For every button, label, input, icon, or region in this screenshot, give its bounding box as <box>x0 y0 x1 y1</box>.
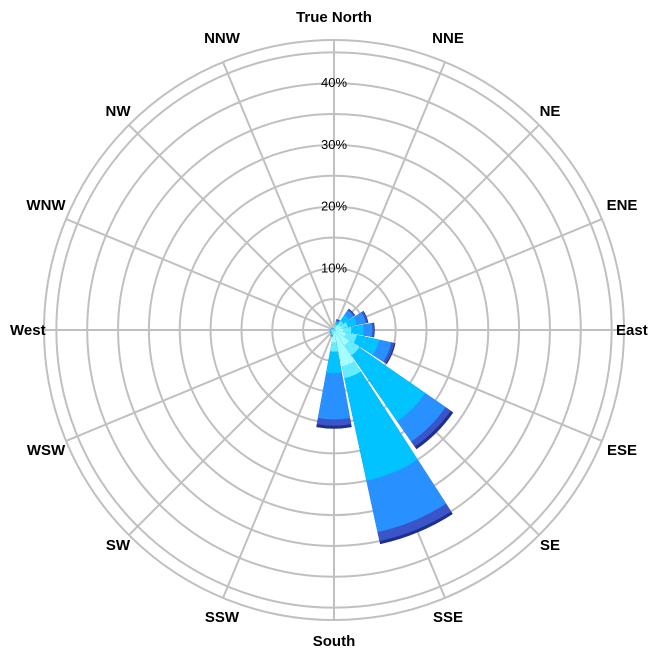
direction-label-sse: SSE <box>433 609 463 626</box>
bar-segment <box>331 330 337 343</box>
direction-label-se: SE <box>540 537 560 554</box>
direction-label-sw: SW <box>106 537 131 554</box>
bar-segment <box>334 330 426 422</box>
grid-spoke <box>333 61 446 331</box>
bar-segment <box>317 330 351 420</box>
grid-spoke <box>333 218 603 331</box>
grid-spoke <box>128 124 335 331</box>
direction-label-nw: NW <box>106 103 132 120</box>
radial-tick-label: 40% <box>321 75 347 90</box>
direction-label-nne: NNE <box>432 30 464 47</box>
bar-segment <box>332 330 334 332</box>
bar-segment <box>334 330 355 367</box>
bar-segment <box>334 324 340 330</box>
direction-label-west: West <box>10 322 46 339</box>
radial-tick-label: 10% <box>321 260 347 275</box>
grid-spoke <box>65 329 335 442</box>
grid-spoke <box>65 218 335 331</box>
grid-spoke <box>222 329 335 599</box>
radial-tick-label: 30% <box>321 137 347 152</box>
bar-segment <box>334 326 336 330</box>
bar-segment <box>334 330 350 346</box>
direction-label-ne: NE <box>540 103 561 120</box>
bar-segment <box>334 330 347 337</box>
direction-label-ese: ESE <box>607 442 637 459</box>
bar-segment <box>332 328 334 330</box>
bar-segment <box>333 328 334 330</box>
wind-bars <box>316 308 454 545</box>
radial-tick-labels: 10% 20% 30% 40% <box>321 75 347 275</box>
bar-segment <box>331 330 334 333</box>
grid-spoke <box>333 124 540 331</box>
grid-spoke <box>128 329 335 536</box>
direction-label-nnw: NNW <box>204 30 241 47</box>
direction-label-wsw: WSW <box>27 442 66 459</box>
polar-grid <box>43 39 625 621</box>
bar-segment <box>334 325 342 330</box>
direction-label-ene: ENE <box>607 197 638 214</box>
direction-label-true-north: True North <box>296 9 372 26</box>
bar-segment <box>334 328 344 332</box>
direction-labels: True North NNE NE ENE East ESE SE SSE South SSW SW… <box>10 9 648 650</box>
direction-label-wnw: WNW <box>26 197 66 214</box>
bar-segment <box>332 329 334 331</box>
direction-label-ssw: SSW <box>205 609 240 626</box>
grid-spoke <box>222 61 335 331</box>
bar-segment <box>332 330 334 334</box>
direction-label-south: South <box>313 633 356 650</box>
direction-label-east: East <box>616 322 648 339</box>
radial-tick-label: 20% <box>321 199 347 214</box>
bar-segment <box>332 328 334 330</box>
